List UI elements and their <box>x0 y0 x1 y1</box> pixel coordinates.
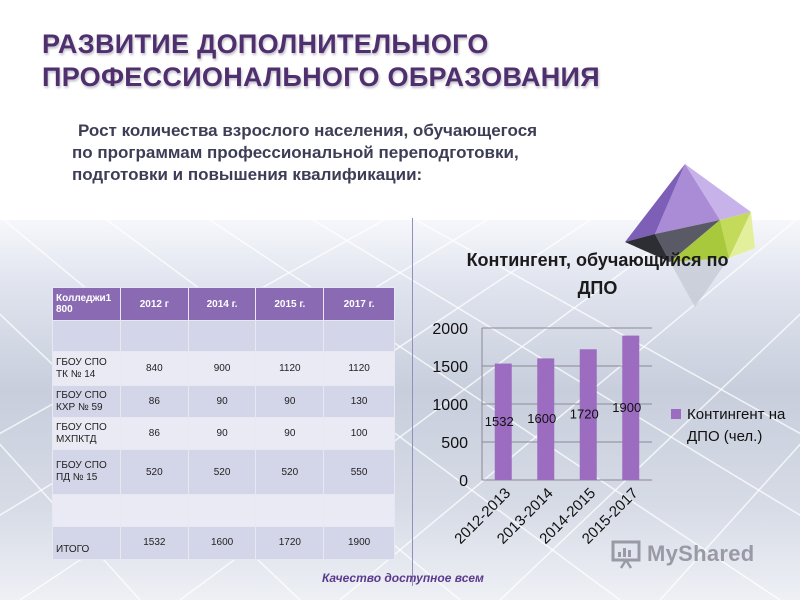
logo-text: MyShared <box>647 541 755 566</box>
subtitle-line-2: по программам профессиональной переподго… <box>72 143 519 162</box>
cell-2014: 90 <box>187 417 257 450</box>
header-2012: 2012 г <box>119 287 189 321</box>
header-2014: 2014 г. <box>187 287 257 321</box>
y-tick-label: 500 <box>441 435 468 452</box>
cell-2015: 1720 <box>255 526 325 560</box>
cell-2017: 1900 <box>323 526 395 560</box>
y-tick-label: 0 <box>459 473 468 490</box>
row-name <box>52 320 121 352</box>
table-row <box>52 494 395 527</box>
cell-2012: 840 <box>119 351 189 386</box>
row-name: ГБОУ СПО МХПКТД <box>52 417 121 450</box>
y-tick-label: 1500 <box>432 359 468 376</box>
bar <box>494 363 512 480</box>
table-row: ГБОУ СПО ПД № 15 520 520 520 550 <box>52 449 395 495</box>
row-name: ГБОУ СПО ТК № 14 <box>52 351 121 386</box>
table-row: ГБОУ СПО КХР № 59 86 90 90 130 <box>52 385 395 418</box>
header-2017: 2017 г. <box>323 287 395 321</box>
cell-2014 <box>187 494 257 527</box>
table-header-row: Колледжи1 800 2012 г 2014 г. 2015 г. 201… <box>52 287 395 321</box>
cell-2014: 520 <box>187 449 257 495</box>
row-name: ИТОГО <box>52 526 121 560</box>
data-label: 1532 <box>485 414 514 429</box>
header-colleges: Колледжи1 800 <box>52 287 121 321</box>
subtitle-line-3: подготовки и повышения квалификации: <box>72 165 423 184</box>
cell-2017: 550 <box>323 449 395 495</box>
bar <box>537 358 555 480</box>
page-title: РАЗВИТИЕ ДОПОЛНИТЕЛЬНОГО ПРОФЕССИОНАЛЬНО… <box>42 29 600 92</box>
row-name: ГБОУ СПО ПД № 15 <box>52 449 121 495</box>
presentation-board-icon <box>611 540 641 569</box>
vertical-divider <box>412 218 413 586</box>
subtitle: Рост количества взрослого населения, обу… <box>72 120 612 186</box>
row-name: ГБОУ СПО КХР № 59 <box>52 385 121 418</box>
table-row: ГБОУ СПО МХПКТД 86 90 90 100 <box>52 417 395 450</box>
cell-2015: 1120 <box>255 351 325 386</box>
cell-2015 <box>255 494 325 527</box>
footer-quote: Качество доступное всем <box>322 571 484 585</box>
data-label: 1900 <box>612 400 641 415</box>
cell-2015: 520 <box>255 449 325 495</box>
subtitle-line-1: Рост количества взрослого населения, обу… <box>78 121 538 140</box>
cell-2012: 86 <box>119 417 189 450</box>
cell-2017: 100 <box>323 417 395 450</box>
bar <box>622 335 640 480</box>
cell-2012: 520 <box>119 449 189 495</box>
crystal-decoration <box>625 164 755 307</box>
cell-2017: 1120 <box>323 351 395 386</box>
legend-swatch <box>671 409 681 419</box>
cell-2015: 90 <box>255 385 325 418</box>
cell-2014: 90 <box>187 385 257 418</box>
cell-2014: 1600 <box>187 526 257 560</box>
header-2015: 2015 г. <box>255 287 325 321</box>
cell-2012 <box>119 320 189 352</box>
colleges-table-wrapper: Колледжи1 800 2012 г 2014 г. 2015 г. 201… <box>52 287 395 560</box>
colleges-table: Колледжи1 800 2012 г 2014 г. 2015 г. 201… <box>52 287 395 560</box>
cell-2014: 900 <box>187 351 257 386</box>
chart-legend: Контингент на ДПО (чел.) <box>671 404 796 448</box>
table-row <box>52 320 395 352</box>
cell-2015: 90 <box>255 417 325 450</box>
table-row: ГБОУ СПО ТК № 14 840 900 1120 1120 <box>52 351 395 386</box>
data-label: 1720 <box>570 407 599 422</box>
chart-title: Контингент, обучающийся по ДПО <box>466 250 729 298</box>
bar-chart: 050010001500200015322012-201316002013-20… <box>432 321 652 548</box>
legend-label: Контингент на ДПО (чел.) <box>687 406 786 445</box>
cell-2014 <box>187 320 257 352</box>
cell-2015 <box>255 320 325 352</box>
bar <box>579 349 597 480</box>
cell-2012 <box>119 494 189 527</box>
row-name <box>52 494 121 527</box>
table-total-row: ИТОГО 1532 1600 1720 1900 <box>52 526 395 560</box>
y-tick-label: 1000 <box>432 397 468 414</box>
cell-2017: 130 <box>323 385 395 418</box>
y-tick-label: 2000 <box>432 321 468 338</box>
cell-2017 <box>323 494 395 527</box>
cell-2012: 1532 <box>119 526 189 560</box>
cell-2012: 86 <box>119 385 189 418</box>
cell-2017 <box>323 320 395 352</box>
data-label: 1600 <box>527 411 556 426</box>
